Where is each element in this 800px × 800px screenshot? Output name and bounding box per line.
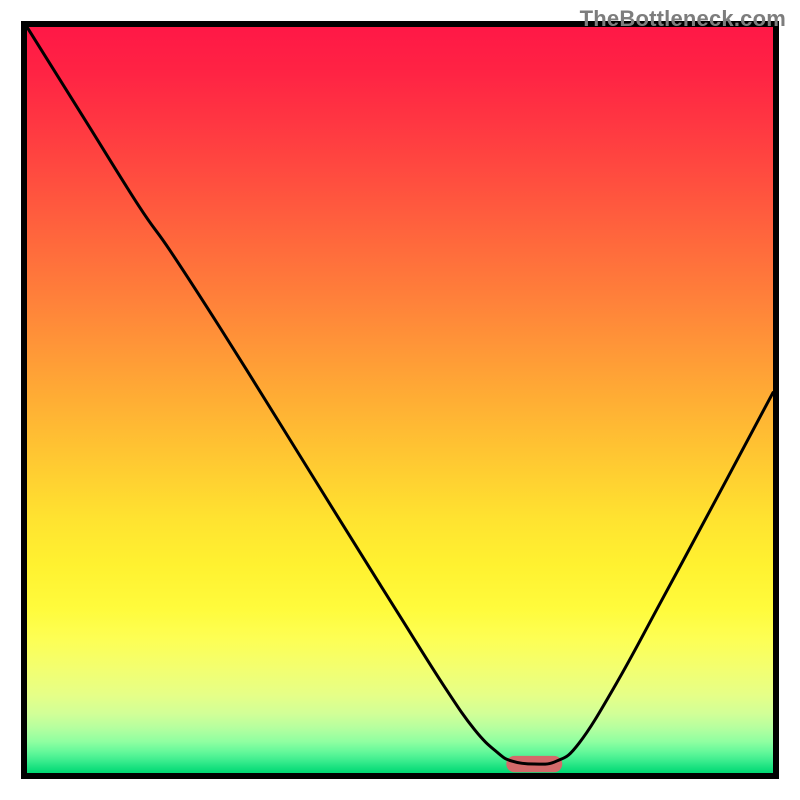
chart-container: TheBottleneck.com — [0, 0, 800, 800]
watermark-text: TheBottleneck.com — [580, 6, 786, 32]
plot-background — [27, 27, 773, 773]
bottleneck-curve-chart — [0, 0, 800, 800]
